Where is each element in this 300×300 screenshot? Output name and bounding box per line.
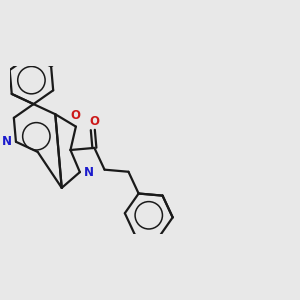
Text: O: O [71, 109, 81, 122]
Text: O: O [89, 115, 99, 128]
Text: N: N [83, 166, 94, 178]
Text: N: N [2, 135, 12, 148]
